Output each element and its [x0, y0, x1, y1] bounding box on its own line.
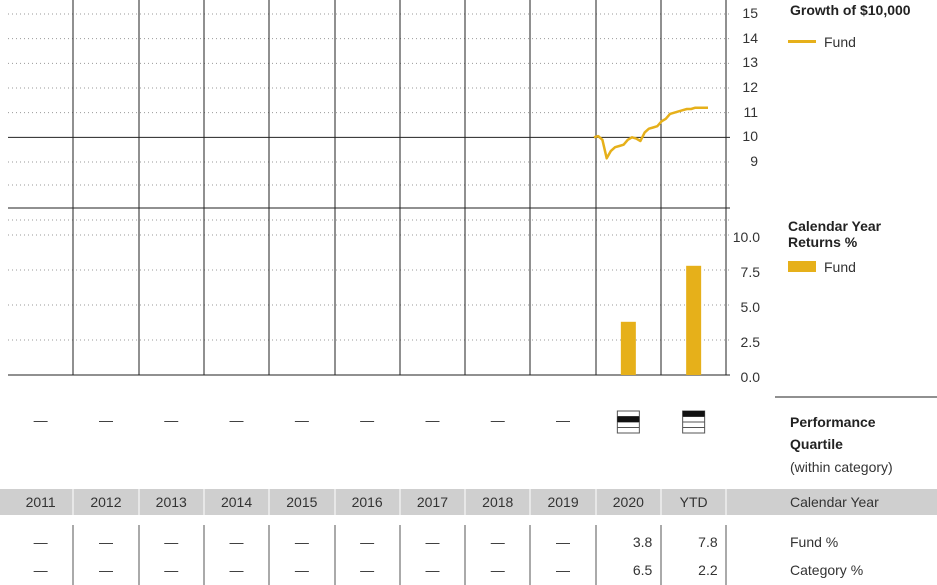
category-row-label: Category %	[790, 562, 864, 578]
calendar-year-label: 2014	[220, 494, 253, 510]
growth-y-tick: 10	[742, 128, 758, 145]
quartile-title-line1: Performance	[790, 414, 876, 430]
fund-return-cell: —	[294, 534, 309, 550]
returns-title-line2: Returns %	[788, 234, 858, 250]
quartile-placeholder: —	[229, 412, 244, 428]
calendar-year-label: 2013	[155, 494, 187, 510]
fund-return-cell: —	[164, 534, 179, 550]
quartile-title-line2: Quartile	[790, 436, 843, 452]
fund-growth-line	[593, 106, 708, 160]
quartile-placeholder: —	[33, 412, 48, 428]
quartile-rank-fill	[617, 416, 640, 422]
calendar-year-label: 2011	[25, 494, 56, 510]
quartile-placeholder: —	[294, 412, 309, 428]
category-return-cell: —	[425, 562, 440, 578]
fund-return-cell: 7.8	[698, 534, 718, 550]
calendar-year-band	[0, 489, 937, 515]
growth-legend-swatch	[788, 40, 816, 43]
fund-return-bar	[620, 321, 636, 375]
quartile-placeholder: —	[556, 412, 571, 428]
growth-y-tick: 9	[750, 153, 758, 169]
quartile-placeholder: —	[490, 412, 505, 428]
returns-legend-swatch	[788, 261, 816, 272]
category-return-cell: 6.5	[632, 562, 653, 578]
calendar-year-row-label: Calendar Year	[790, 494, 879, 510]
calendar-year-label: 2015	[286, 494, 318, 510]
fund-return-bar	[686, 265, 702, 375]
category-return-cell: —	[294, 562, 309, 578]
returns-title-line1: Calendar Year	[788, 218, 882, 234]
returns-y-tick: 2.5	[740, 334, 760, 350]
quartile-placeholder: —	[425, 412, 440, 428]
fund-return-cell: —	[360, 534, 375, 550]
fund-return-cell: —	[98, 534, 113, 550]
fund-row-label: Fund %	[790, 534, 839, 550]
calendar-year-label: 2018	[482, 494, 514, 510]
category-return-cell: —	[98, 562, 113, 578]
calendar-year-label: 2012	[90, 494, 122, 510]
category-return-cell: —	[490, 562, 505, 578]
quartile-placeholder: —	[98, 412, 113, 428]
category-return-cell: —	[164, 562, 179, 578]
category-return-cell: 2.2	[698, 562, 718, 578]
quartile-placeholder: —	[360, 412, 375, 428]
returns-y-tick: 7.5	[740, 264, 760, 280]
returns-y-tick: 5.0	[740, 299, 760, 315]
fund-return-cell: —	[33, 534, 48, 550]
returns-legend-label: Fund	[824, 259, 856, 275]
calendar-year-label: YTD	[679, 494, 708, 510]
category-return-cell: —	[360, 562, 375, 578]
fund-return-cell: 3.8	[632, 534, 653, 550]
quartile-placeholder: —	[164, 412, 179, 428]
quartile-subtitle: (within category)	[790, 459, 893, 475]
quartile-rank-fill	[682, 411, 705, 417]
growth-legend-label: Fund	[824, 34, 856, 50]
growth-y-tick: 14	[742, 29, 758, 46]
fund-return-cell: —	[490, 534, 505, 550]
fund-return-cell: —	[425, 534, 440, 550]
returns-y-tick: 0.0	[740, 369, 760, 385]
growth-title: Growth of $10,000	[790, 2, 911, 18]
fund-return-cell: —	[556, 534, 571, 550]
fund-return-cell: —	[229, 534, 244, 550]
growth-y-tick: 15	[742, 5, 758, 21]
growth-y-tick: 12	[742, 79, 758, 95]
returns-y-tick: 10.0	[732, 229, 760, 245]
category-return-cell: —	[33, 562, 48, 578]
growth-y-tick: 13	[742, 54, 758, 71]
category-return-cell: —	[556, 562, 571, 578]
calendar-year-label: 2020	[612, 494, 644, 510]
category-return-cell: —	[229, 562, 244, 578]
growth-y-tick: 11	[743, 103, 758, 120]
calendar-year-label: 2017	[416, 494, 449, 510]
calendar-year-label: 2019	[547, 494, 579, 510]
calendar-year-label: 2016	[351, 494, 383, 510]
